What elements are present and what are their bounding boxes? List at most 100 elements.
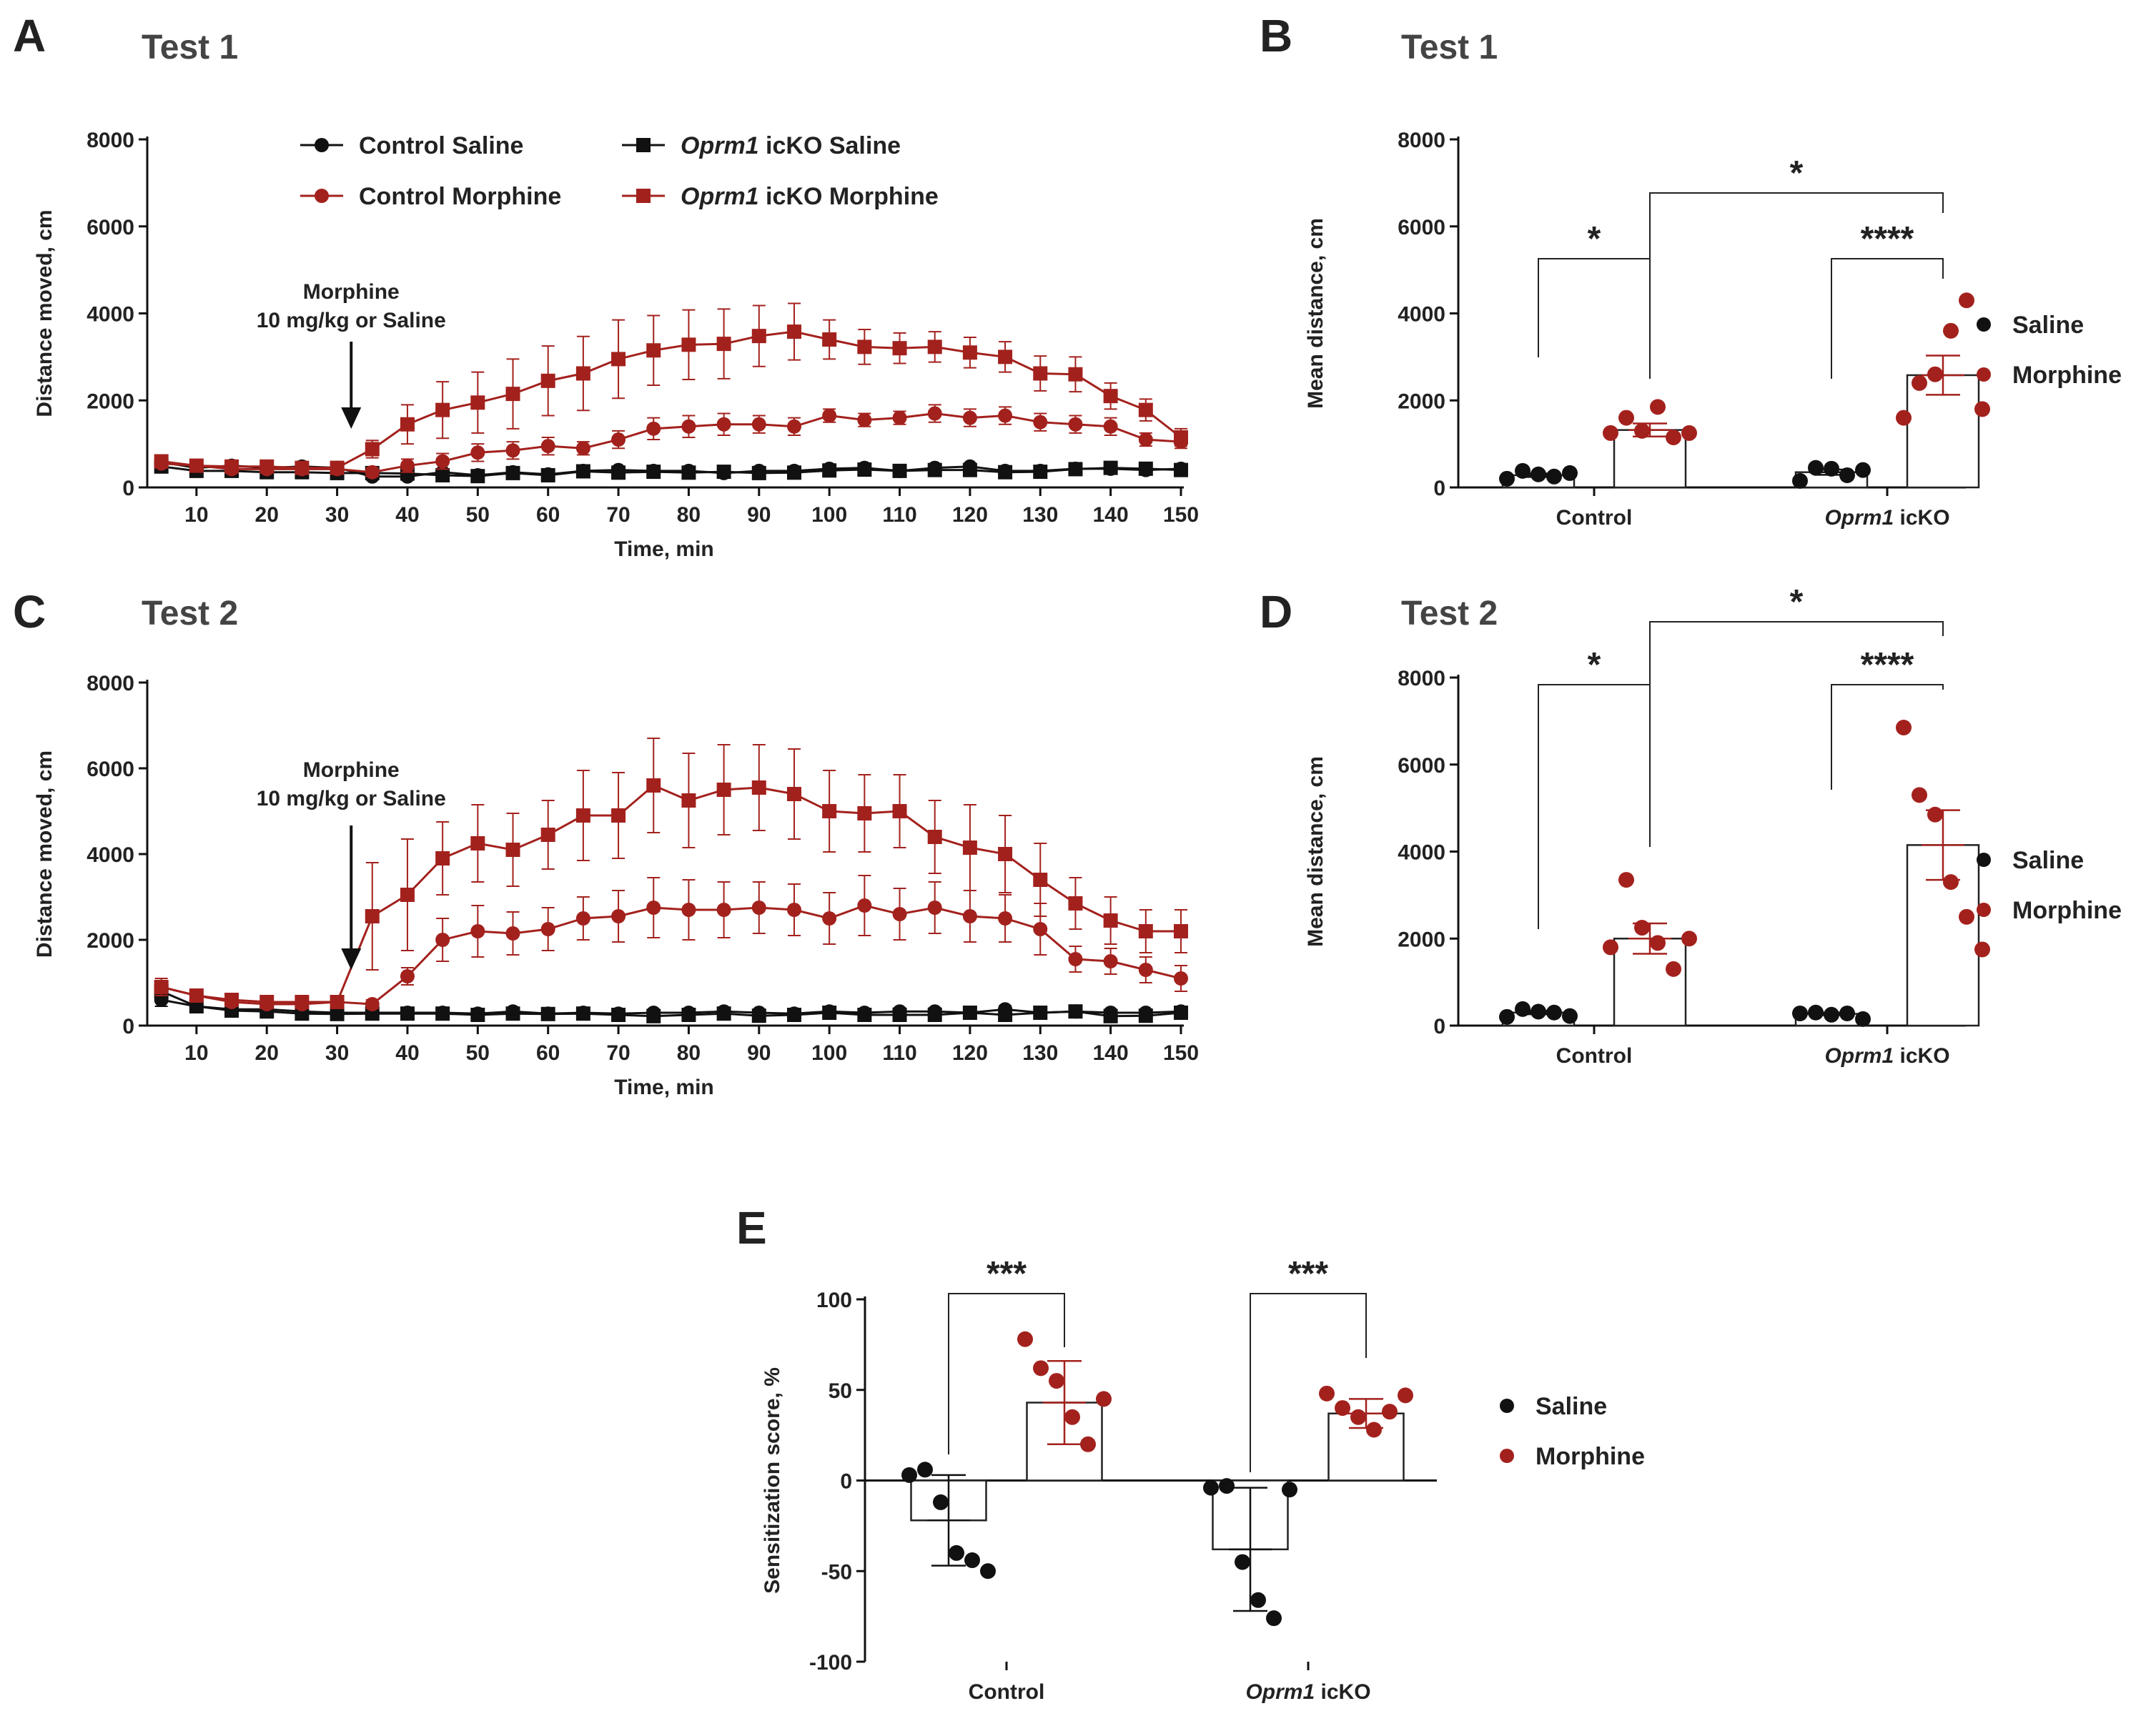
data-point [400, 458, 415, 473]
significance-bracket: * [1649, 154, 1944, 259]
data-point [1824, 460, 1839, 477]
bar-group-morphine [1017, 1331, 1112, 1482]
data-point [1974, 941, 1990, 958]
group-label-text: icKO [1894, 506, 1949, 530]
data-point [470, 395, 485, 410]
data-point [949, 1544, 964, 1561]
data-point [365, 997, 380, 1011]
bracket-line [1649, 621, 1944, 685]
data-point [786, 324, 801, 339]
legend-marker [1500, 1399, 1514, 1413]
x-tick-label: 100 [811, 1041, 847, 1065]
y-tick-label: 4000 [86, 843, 134, 867]
data-point [1064, 1409, 1080, 1425]
legend-label: Saline [1536, 1393, 1607, 1420]
y-tick-label: 6000 [1398, 216, 1445, 239]
data-point [1562, 465, 1578, 481]
x-tick-label: 110 [882, 1041, 916, 1065]
data-point [681, 1008, 696, 1022]
data-point [681, 903, 696, 917]
data-point [1398, 1387, 1413, 1404]
data-point [716, 1006, 731, 1021]
data-point [927, 339, 942, 354]
y-tick-label: 8000 [86, 672, 134, 695]
bar-group-morphine [1319, 1385, 1413, 1482]
data-point [295, 995, 310, 1009]
data-point [751, 901, 766, 915]
data-point [892, 463, 907, 478]
legend-label-text: icKO Saline [759, 132, 901, 159]
data-point [575, 366, 590, 381]
x-tick-label: 80 [677, 503, 701, 527]
data-point [927, 1008, 942, 1022]
data-point [575, 911, 590, 926]
legend-label-text: Control Morphine [359, 183, 561, 210]
data-point [540, 467, 555, 482]
data-point [470, 836, 485, 850]
data-point [1927, 366, 1943, 382]
panel-b-title: Test 1 [1401, 29, 1498, 66]
data-point [1138, 1008, 1153, 1023]
y-tick-label: 2000 [1398, 390, 1445, 413]
data-point [189, 458, 204, 473]
legend-label-italic: Oprm1 [681, 183, 759, 210]
data-point [751, 465, 766, 480]
group-label-text: icKO [1894, 1044, 1949, 1068]
data-point [964, 1552, 980, 1569]
y-tick-label: 0 [122, 477, 134, 500]
x-tick-label: 30 [325, 1041, 349, 1065]
data-point [470, 469, 485, 484]
data-point [1219, 1478, 1235, 1494]
panel-e-chart: -100 -50 0 50 100 Sensitization score, % Contr… [761, 1255, 1645, 1704]
y-tick-label: 2000 [86, 390, 134, 413]
data-point [470, 924, 485, 938]
data-point [1855, 1011, 1871, 1027]
data-point [998, 911, 1013, 926]
data-point [786, 1008, 801, 1022]
data-point [1068, 367, 1083, 382]
x-tick-label: 10 [184, 503, 208, 527]
data-point [1792, 472, 1808, 489]
data-point [998, 847, 1013, 861]
data-point [1927, 806, 1943, 823]
data-point [1650, 399, 1666, 415]
x-tick-label: 100 [811, 503, 847, 527]
data-point [857, 806, 872, 820]
legend-label: Saline [2012, 847, 2084, 874]
data-point [540, 1006, 555, 1021]
bar-group-saline [1792, 1004, 1871, 1027]
data-point [901, 1467, 917, 1483]
data-point [259, 995, 275, 1009]
y-tick-label: 0 [1433, 477, 1445, 500]
data-point [927, 830, 942, 844]
arrow-head-icon [341, 407, 362, 429]
y-tick-label: 100 [816, 1289, 852, 1312]
data-point [962, 462, 977, 477]
bracket-line [948, 1293, 1065, 1454]
data-point [822, 1006, 837, 1020]
group-label: Control [1556, 506, 1633, 530]
x-tick-label: 40 [395, 503, 419, 527]
data-point [1959, 292, 1974, 309]
data-point [1792, 1005, 1808, 1021]
significance-label: **** [1861, 646, 1914, 684]
data-point [646, 421, 661, 436]
data-point [1896, 720, 1912, 736]
data-point [962, 410, 977, 425]
data-point [1080, 1436, 1096, 1452]
x-axis-label: Time, min [614, 537, 713, 561]
group-label: Control [969, 1680, 1045, 1704]
data-point [1103, 1008, 1118, 1023]
data-point [1138, 402, 1153, 417]
data-point [295, 460, 310, 475]
data-point [1068, 417, 1083, 432]
data-point [1634, 422, 1650, 439]
data-point [716, 783, 731, 797]
significance-bracket: * [1538, 220, 1651, 379]
data-point [822, 804, 837, 818]
data-point [786, 787, 801, 801]
data-point [540, 828, 555, 842]
data-point [646, 901, 661, 915]
data-point [1650, 935, 1666, 951]
